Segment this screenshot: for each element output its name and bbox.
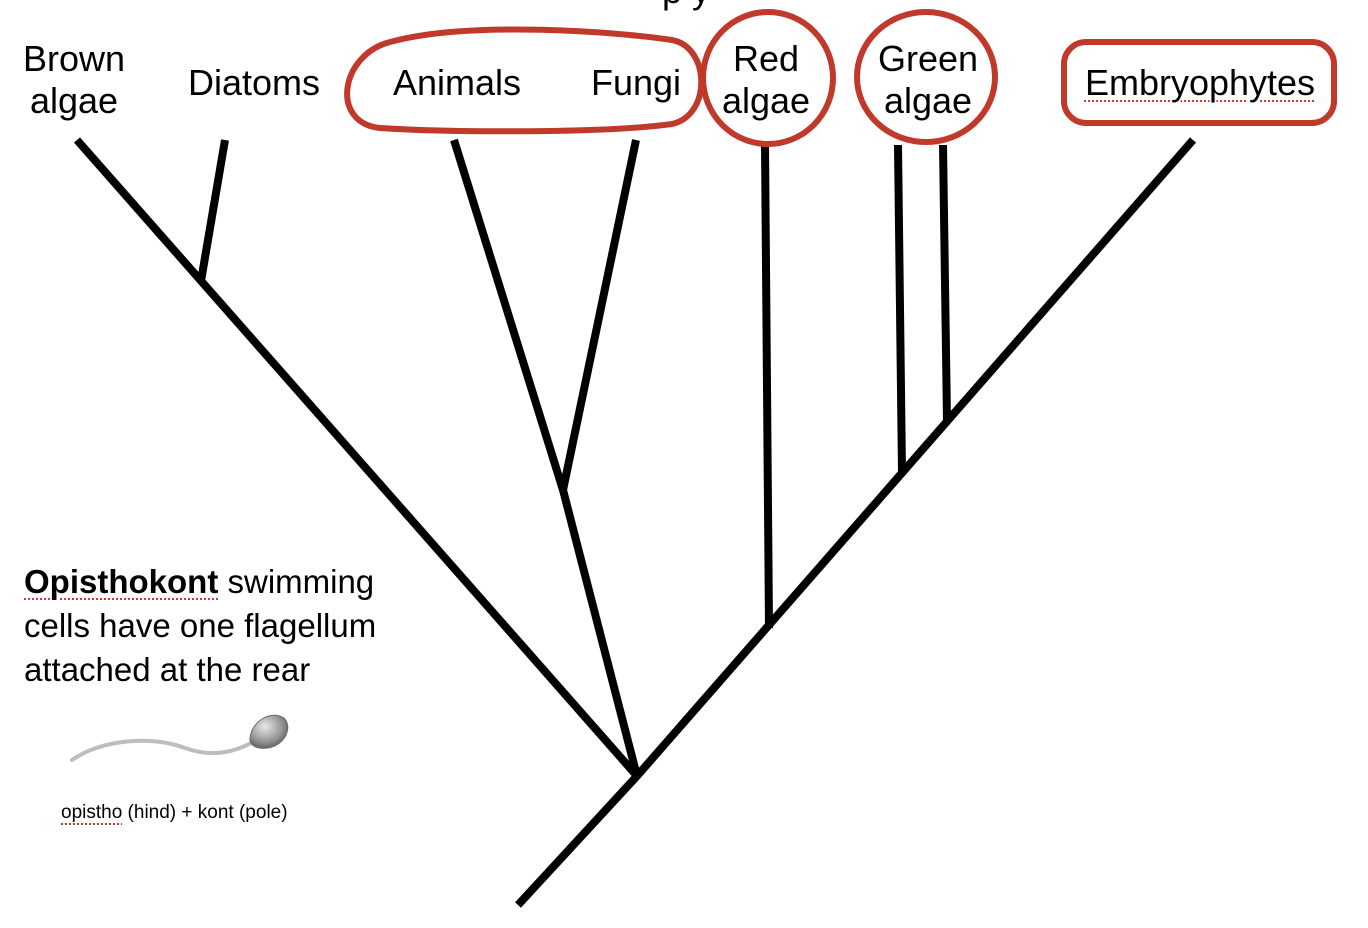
opisthokont-caption: Opisthokont swimming cells have one flag…: [24, 560, 424, 692]
etymology-note: opistho (hind) + kont (pole): [61, 801, 288, 825]
flagellum: [70, 733, 267, 762]
animals-branch: [450, 138, 567, 492]
taxon-label-embryophytes: Embryophytes: [1084, 62, 1316, 103]
taxon-label-animals: Animals: [392, 62, 522, 103]
flagellated-cell-illustration: [70, 714, 289, 762]
caption-line1-rest: swimming: [218, 563, 375, 600]
taxon-label-green-algae: Green algae: [877, 38, 979, 121]
plant-lineage-branch: [633, 137, 1197, 779]
embryophytes-highlight-box: [1061, 39, 1337, 126]
etymology-opistho: opistho: [61, 802, 123, 823]
green-algae-branch-2: [939, 144, 951, 422]
animal-fungi-stem-branch: [559, 488, 641, 778]
red-algae-highlight-circle: [700, 9, 836, 147]
taxon-label-diatoms: Diatoms: [187, 62, 321, 103]
etymology-rest: (hind) + kont (pole): [122, 802, 288, 823]
opisthokont-term: Opisthokont: [24, 563, 219, 600]
caption-line2: cells have one flagellum: [24, 607, 377, 644]
taxon-label-red-algae: Red algae: [721, 38, 811, 121]
taxon-label-brown-algae: Brown algae: [22, 38, 126, 121]
fungi-branch: [559, 139, 640, 491]
red-algae-branch: [761, 144, 773, 629]
green-algae-highlight-circle: [854, 9, 998, 145]
diatoms-branch: [197, 139, 229, 282]
green-algae-branch-1: [894, 144, 906, 473]
caption-line3: attached at the rear: [24, 651, 311, 688]
opisthokont-highlight-outline: [344, 26, 705, 135]
taxon-label-fungi: Fungi: [590, 62, 682, 103]
clipped-title-text: p y: [662, 0, 710, 12]
cell-body: [249, 714, 289, 749]
trunk-branch: [515, 773, 640, 908]
brown-algae-branch: [73, 137, 641, 779]
